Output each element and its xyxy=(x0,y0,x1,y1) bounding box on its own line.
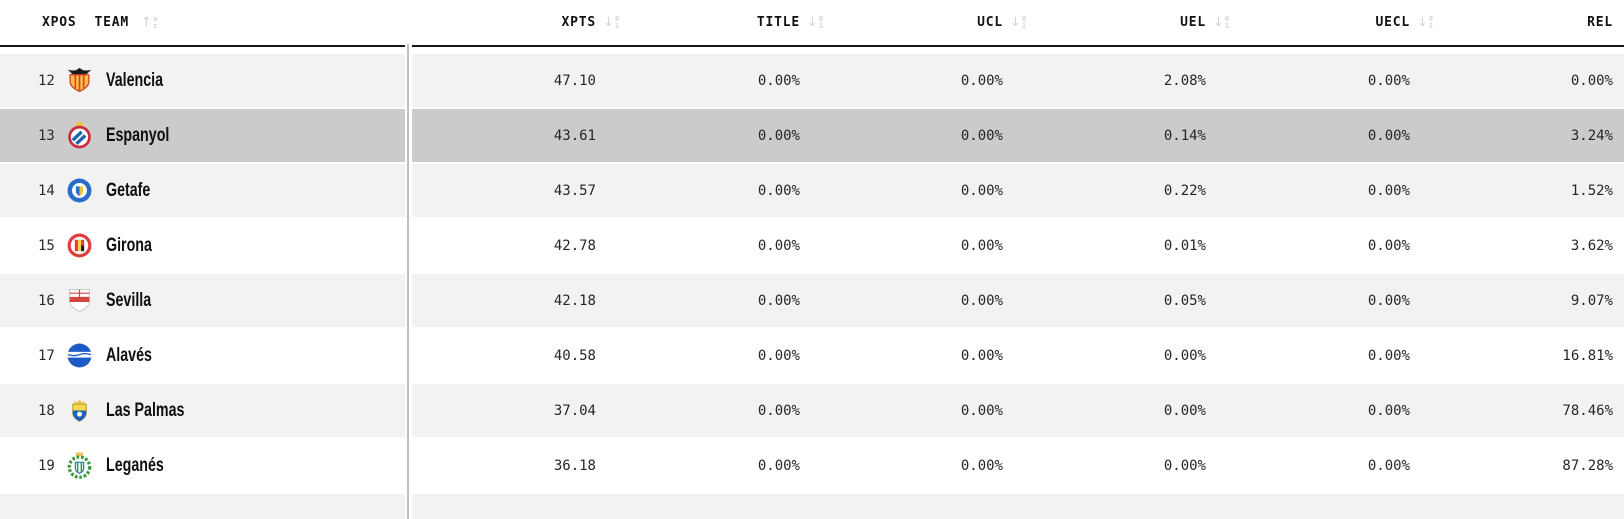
espanyol-crest xyxy=(66,122,93,149)
next-row-partial xyxy=(0,494,1624,519)
ucl-value: 0.00% xyxy=(960,347,1003,364)
table-row[interactable]: 16 Sevilla 42.18 0.00% 0.00% 0.05% 0.00%… xyxy=(0,274,1624,329)
rel-value: 87.28% xyxy=(1562,457,1613,474)
header-xpts[interactable]: XPTS xyxy=(561,15,596,30)
rel-value: 0.00% xyxy=(1570,72,1613,89)
table-row[interactable]: 15 Girona 42.78 0.00% 0.00% 0.01% 0.00% … xyxy=(0,219,1624,274)
team-xpos: 13 xyxy=(38,127,55,144)
alaves-crest xyxy=(66,342,93,369)
rel-value: 1.52% xyxy=(1570,182,1613,199)
header-uecl[interactable]: UECL xyxy=(1375,15,1410,30)
team-xpos: 17 xyxy=(38,347,55,364)
table-row[interactable]: 13 Espanyol 43.61 0.00% 0.00% 0.14% 0.00… xyxy=(0,109,1624,164)
header-xpos: XPOS xyxy=(42,15,77,30)
sort-numeric-icon[interactable]: ↓ 0 1 xyxy=(1010,14,1027,30)
header-ucl[interactable]: UCL xyxy=(977,15,1003,30)
title-value: 0.00% xyxy=(757,402,800,419)
team-xpos: 12 xyxy=(38,72,55,89)
team-xpos: 18 xyxy=(38,402,55,419)
xpts-value: 40.58 xyxy=(553,347,596,364)
team-xpos: 19 xyxy=(38,457,55,474)
header-team-group: XPOS TEAM ↑ a z xyxy=(0,15,420,30)
title-value: 0.00% xyxy=(757,347,800,364)
team-name: Leganés xyxy=(106,454,164,476)
ucl-value: 0.00% xyxy=(960,292,1003,309)
team-name: Espanyol xyxy=(106,124,170,146)
table-header: XPOS TEAM ↑ a z XPTS ↓ 0 1 TITLE ↓ 0 1 UCL ↓ 0 1… xyxy=(0,0,1624,47)
laspalmas-crest xyxy=(66,397,93,424)
sort-numeric-icon[interactable]: ↓ 0 1 xyxy=(1417,14,1434,30)
uel-value: 0.00% xyxy=(1163,347,1206,364)
sort-numeric-icon[interactable]: ↓ 0 1 xyxy=(603,14,620,30)
xpts-value: 42.78 xyxy=(553,237,596,254)
uecl-value: 0.00% xyxy=(1367,237,1410,254)
uecl-value: 0.00% xyxy=(1367,347,1410,364)
uel-value: 0.05% xyxy=(1163,292,1206,309)
team-name: Alavés xyxy=(106,344,152,366)
team-xpos: 16 xyxy=(38,292,55,309)
team-name: Girona xyxy=(106,234,152,256)
rel-value: 3.24% xyxy=(1570,127,1613,144)
uel-value: 0.14% xyxy=(1163,127,1206,144)
table-row[interactable]: 18 Las Palmas 37.04 0.00% 0.00% 0.00% 0.… xyxy=(0,384,1624,439)
rel-value: 78.46% xyxy=(1562,402,1613,419)
uel-value: 0.01% xyxy=(1163,237,1206,254)
title-value: 0.00% xyxy=(757,292,800,309)
leganes-crest xyxy=(66,452,93,479)
uel-value: 0.00% xyxy=(1163,402,1206,419)
xpts-value: 43.61 xyxy=(553,127,596,144)
rel-value: 16.81% xyxy=(1562,347,1613,364)
xpts-value: 36.18 xyxy=(553,457,596,474)
ucl-value: 0.00% xyxy=(960,182,1003,199)
uecl-value: 0.00% xyxy=(1367,127,1410,144)
title-value: 0.00% xyxy=(757,72,800,89)
header-title[interactable]: TITLE xyxy=(756,15,800,30)
uecl-value: 0.00% xyxy=(1367,72,1410,89)
ucl-value: 0.00% xyxy=(960,72,1003,89)
rel-value: 3.62% xyxy=(1570,237,1613,254)
ucl-value: 0.00% xyxy=(960,237,1003,254)
uel-value: 2.08% xyxy=(1163,72,1206,89)
uecl-value: 0.00% xyxy=(1367,292,1410,309)
team-name: Las Palmas xyxy=(106,399,185,421)
uecl-value: 0.00% xyxy=(1367,457,1410,474)
rel-value: 9.07% xyxy=(1570,292,1613,309)
title-value: 0.00% xyxy=(757,127,800,144)
xpts-value: 47.10 xyxy=(553,72,596,89)
sevilla-crest xyxy=(66,287,93,314)
table-row[interactable]: 14 Getafe 43.57 0.00% 0.00% 0.22% 0.00% … xyxy=(0,164,1624,219)
xpts-value: 37.04 xyxy=(553,402,596,419)
girona-crest xyxy=(66,232,93,259)
table-row[interactable]: 17 Alavés 40.58 0.00% 0.00% 0.00% 0.00% … xyxy=(0,329,1624,384)
ucl-value: 0.00% xyxy=(960,127,1003,144)
table-body: 12 Valencia 47.10 0.00% 0.00% 2.08% 0.00… xyxy=(0,54,1624,494)
table-row[interactable]: 19 Leganés 36.18 0.00% 0.00% 0.00% 0.00%… xyxy=(0,439,1624,494)
team-name: Valencia xyxy=(106,69,164,91)
xpts-value: 43.57 xyxy=(553,182,596,199)
header-rel[interactable]: REL xyxy=(1587,15,1613,30)
team-name: Getafe xyxy=(106,179,151,201)
title-value: 0.00% xyxy=(757,237,800,254)
uecl-value: 0.00% xyxy=(1367,402,1410,419)
uel-value: 0.22% xyxy=(1163,182,1206,199)
uel-value: 0.00% xyxy=(1163,457,1206,474)
title-value: 0.00% xyxy=(757,182,800,199)
sort-numeric-icon[interactable]: ↓ 0 1 xyxy=(1213,14,1230,30)
uecl-value: 0.00% xyxy=(1367,182,1410,199)
sort-alpha-icon[interactable]: ↑ a z xyxy=(141,14,158,30)
table-row[interactable]: 12 Valencia 47.10 0.00% 0.00% 2.08% 0.00… xyxy=(0,54,1624,109)
header-team[interactable]: TEAM xyxy=(94,15,130,30)
sort-numeric-icon[interactable]: ↓ 0 1 xyxy=(807,14,824,30)
valencia-crest xyxy=(66,67,93,94)
team-xpos: 14 xyxy=(38,182,55,199)
ucl-value: 0.00% xyxy=(960,457,1003,474)
team-name: Sevilla xyxy=(106,289,152,311)
getafe-crest xyxy=(66,177,93,204)
ucl-value: 0.00% xyxy=(960,402,1003,419)
team-xpos: 15 xyxy=(38,237,55,254)
title-value: 0.00% xyxy=(757,457,800,474)
xpts-value: 42.18 xyxy=(553,292,596,309)
header-uel[interactable]: UEL xyxy=(1180,15,1206,30)
